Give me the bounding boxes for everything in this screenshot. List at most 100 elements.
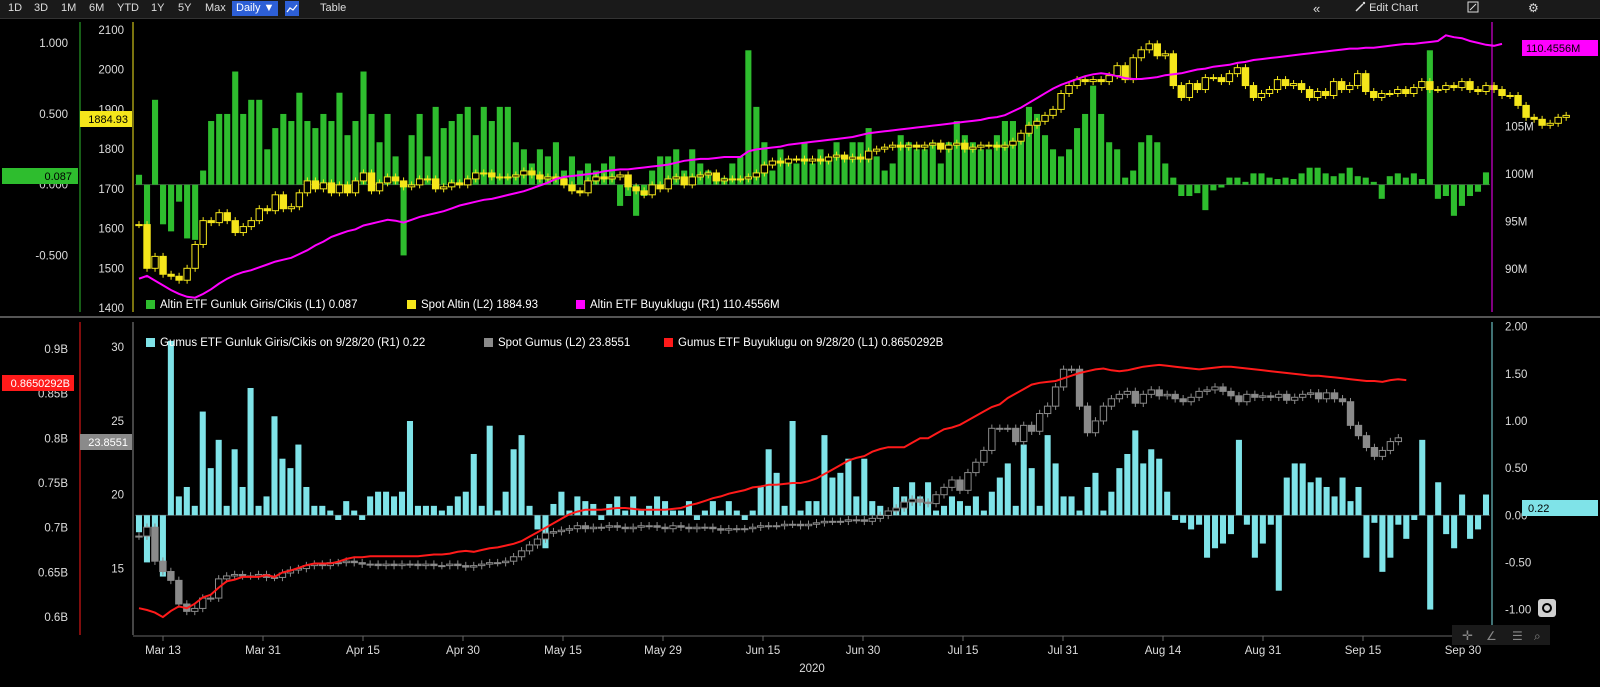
range-1m-button[interactable]: 1M xyxy=(61,2,77,14)
x-tick-label: Apr 15 xyxy=(346,645,380,657)
candle-body xyxy=(382,563,390,567)
candle-body xyxy=(478,563,486,567)
draw-line-icon[interactable]: ∠ xyxy=(1486,629,1497,643)
flow-bar xyxy=(336,92,343,185)
flow-bar xyxy=(1339,477,1346,516)
candle-body xyxy=(472,172,480,180)
silver-etf-size-line xyxy=(138,363,1407,619)
candle-body xyxy=(1314,392,1323,400)
flow-bar xyxy=(837,472,844,516)
range-3d-button[interactable]: 3D xyxy=(34,2,49,14)
candle-body xyxy=(557,529,566,533)
flow-bar xyxy=(1482,172,1490,185)
interval-dropdown[interactable]: Daily ▼ xyxy=(232,1,279,16)
candle-body xyxy=(509,556,518,562)
flow-bar xyxy=(1124,453,1131,516)
edit-chart-button[interactable]: Edit Chart xyxy=(1355,1,1418,16)
collapse-button[interactable]: « xyxy=(1313,1,1321,16)
flow-bar xyxy=(1275,515,1282,591)
chart-type-button[interactable] xyxy=(285,1,299,16)
gear-icon: ⚙ xyxy=(1528,1,1539,15)
gold-size-tick: 90M xyxy=(1505,264,1527,276)
candle-body xyxy=(908,498,916,503)
flow-bar xyxy=(256,99,263,185)
candle-body xyxy=(167,571,175,581)
list-icon[interactable]: ☰ xyxy=(1512,629,1523,643)
flow-bar xyxy=(881,170,888,185)
reset-zoom-button[interactable] xyxy=(1538,599,1556,617)
legend-swatch-silver-size xyxy=(664,338,673,347)
flow-bar xyxy=(375,491,382,516)
zoom-icon[interactable]: ⌕ xyxy=(1534,629,1541,643)
flow-bar xyxy=(1338,173,1345,185)
candle-body xyxy=(784,158,793,164)
candle-body xyxy=(929,142,937,146)
candle-body xyxy=(1562,114,1570,118)
flow-bar xyxy=(384,113,391,185)
candle-body xyxy=(263,208,271,212)
candle-body xyxy=(439,186,448,190)
candle-body xyxy=(191,607,199,612)
silver-flow-bars xyxy=(135,340,1490,610)
candle-body xyxy=(1211,386,1219,391)
range-6m-button[interactable]: 6M xyxy=(89,2,105,14)
flow-bar xyxy=(1132,430,1139,516)
flow-bar xyxy=(183,486,190,516)
legend-swatch-gold-flow xyxy=(146,300,155,309)
flow-bar xyxy=(630,496,637,516)
flow-bar xyxy=(972,496,979,516)
candle-body xyxy=(414,563,422,567)
gold-flow-tick: -0.500 xyxy=(35,250,68,262)
x-tick-label: Jun 15 xyxy=(746,645,781,657)
candle-body xyxy=(844,519,853,522)
candle-body xyxy=(1225,73,1234,83)
flow-bar xyxy=(360,71,367,185)
flow-bar xyxy=(821,435,828,516)
range-1d-button[interactable]: 1D xyxy=(8,2,23,14)
flow-bar xyxy=(192,184,199,240)
x-tick-label: Mar 13 xyxy=(145,645,181,657)
candle-body xyxy=(350,560,358,564)
flow-bar xyxy=(446,505,453,516)
candle-body xyxy=(764,525,773,528)
candle-body xyxy=(1329,81,1338,96)
candle-body xyxy=(1081,79,1089,83)
crosshair-icon[interactable]: ✛ xyxy=(1462,628,1473,643)
candle-body xyxy=(151,526,159,562)
flow-bar xyxy=(1466,184,1474,196)
candle-body xyxy=(709,526,717,530)
candle-body xyxy=(937,142,945,150)
flow-bar xyxy=(1274,179,1281,185)
settings-button[interactable]: ⚙ xyxy=(1528,1,1539,16)
candle-body xyxy=(1001,144,1009,148)
annotate-button[interactable] xyxy=(1467,1,1479,16)
range-1y-button[interactable]: 1Y xyxy=(151,2,165,14)
flow-bar xyxy=(1363,515,1370,558)
flow-bar xyxy=(207,468,214,516)
x-tick-label: Jun 30 xyxy=(846,645,881,657)
range-5y-button[interactable]: 5Y xyxy=(178,2,192,14)
silver-spot-tick: 20 xyxy=(111,490,124,502)
range-max-button[interactable]: Max xyxy=(205,2,226,14)
range-ytd-button[interactable]: YTD xyxy=(117,2,139,14)
tag-gold-flow: 0.087 xyxy=(44,171,72,183)
flow-bar xyxy=(264,149,271,185)
flow-bar xyxy=(1156,458,1163,516)
flow-bar xyxy=(1194,184,1201,194)
flow-bar xyxy=(817,149,824,185)
candle-body xyxy=(1275,393,1283,398)
x-tick-label: Jul 15 xyxy=(948,645,979,657)
gold-flow-tick: 1.000 xyxy=(39,38,68,50)
candle-body xyxy=(159,255,167,275)
table-button[interactable]: Table xyxy=(320,2,347,14)
flow-bar xyxy=(1394,173,1401,185)
candle-body xyxy=(916,498,924,503)
candle-body xyxy=(752,172,761,178)
candle-body xyxy=(175,579,183,605)
gold-spot-candles xyxy=(135,40,1570,284)
gold-size-tick: 95M xyxy=(1505,217,1527,229)
candle-body xyxy=(1033,120,1041,126)
flow-bar xyxy=(1004,463,1011,516)
flow-bar xyxy=(654,496,661,516)
flow-bar xyxy=(1164,491,1171,516)
